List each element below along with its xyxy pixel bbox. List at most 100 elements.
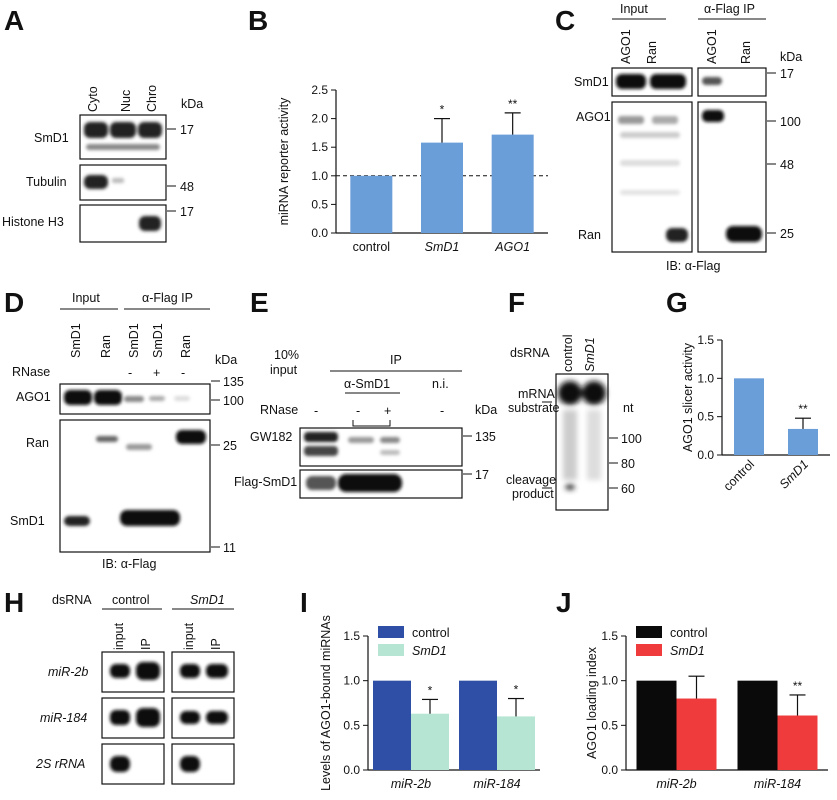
rnase-sign-e: - bbox=[314, 404, 318, 418]
product-label-f: product bbox=[512, 487, 554, 501]
row-label-ran-c: Ran bbox=[578, 228, 601, 242]
row-label-smd1-c: SmD1 bbox=[574, 75, 609, 89]
marker-c: 17 bbox=[780, 67, 794, 81]
legend-label: control bbox=[670, 626, 708, 640]
row-label-flag-smd1-e: Flag-SmD1 bbox=[234, 475, 297, 489]
lane-label-c: Ran bbox=[645, 41, 659, 64]
marker-e: 17 bbox=[475, 468, 489, 482]
lane-label-c: Ran bbox=[739, 41, 753, 64]
marker-d: 100 bbox=[223, 394, 244, 408]
bracket-e bbox=[352, 420, 391, 427]
legend-swatch bbox=[378, 644, 404, 656]
row-label-ago1-c: AGO1 bbox=[576, 110, 611, 124]
panel-letter-d: D bbox=[4, 287, 24, 318]
panel-e: E 10% input IP α-SmD1 n.i. RNase - - + -… bbox=[234, 287, 497, 499]
legend-swatch bbox=[636, 626, 662, 638]
bar bbox=[734, 378, 764, 455]
panel-letter-c: C bbox=[555, 5, 575, 36]
y-tick-label: 0.0 bbox=[697, 448, 714, 462]
substrate-label-f: substrate bbox=[508, 401, 559, 415]
y-axis-label: AGO1 loading index bbox=[585, 646, 599, 759]
marker-d: 25 bbox=[223, 439, 237, 453]
y-tick-label: 0.5 bbox=[343, 718, 360, 732]
row-label-ago1-d: AGO1 bbox=[16, 390, 51, 404]
rnase-sign-d: - bbox=[181, 366, 185, 380]
legend-label: SmD1 bbox=[412, 644, 447, 658]
bands-h bbox=[110, 662, 228, 772]
y-tick-label: 0.0 bbox=[343, 763, 360, 777]
kda-label-a: kDa bbox=[181, 97, 203, 111]
y-axis-label: AGO1 slicer activity bbox=[681, 342, 695, 452]
rnase-sign-d: + bbox=[153, 366, 160, 380]
lane-label-h: IP bbox=[139, 638, 153, 650]
category-label: miR-2b bbox=[391, 777, 431, 791]
lane-label-chro: Chro bbox=[145, 85, 159, 112]
kda-label-d: kDa bbox=[215, 353, 237, 367]
legend-swatch bbox=[378, 626, 404, 638]
lane-label-d: Ran bbox=[99, 335, 113, 358]
lane-label-h: input bbox=[182, 622, 196, 650]
bar bbox=[737, 680, 778, 770]
chart-i: 0.0 0.5 1.0 1.5 Levels of AGO1-bound miRNAs *… bbox=[319, 615, 540, 791]
category-label: SmD1 bbox=[777, 457, 811, 491]
category-label: miR-2b bbox=[656, 777, 696, 791]
input-label-e: 10% bbox=[274, 348, 299, 362]
group-smd1-h: SmD1 bbox=[190, 593, 225, 607]
rnase-label-d: RNase bbox=[12, 365, 50, 379]
input-label-e: input bbox=[270, 363, 298, 377]
lane-label-f: control bbox=[561, 334, 575, 372]
y-tick-label: 2.5 bbox=[311, 83, 328, 97]
panel-d: D Input α-Flag IP SmD1 Ran SmD1 SmD1 Ran… bbox=[4, 287, 244, 571]
panel-b: B 0.0 0.5 1.0 1.5 2.0 2.5 miRNA reporter activ… bbox=[248, 5, 548, 254]
bar bbox=[497, 716, 535, 770]
panel-letter-j: J bbox=[556, 587, 572, 618]
bar bbox=[421, 142, 463, 233]
y-tick-label: 0.5 bbox=[311, 197, 328, 211]
row-label-histone-a: Histone H3 bbox=[2, 215, 64, 229]
y-tick-label: 1.5 bbox=[601, 629, 618, 643]
marker-e: 135 bbox=[475, 430, 496, 444]
row-label-h: miR-184 bbox=[40, 711, 87, 725]
bar bbox=[459, 680, 497, 770]
nt-label-f: nt bbox=[623, 401, 634, 415]
lane-label-h: input bbox=[112, 622, 126, 650]
category-label: miR-184 bbox=[754, 777, 801, 791]
lane-label-h: IP bbox=[209, 638, 223, 650]
bands-f bbox=[558, 381, 606, 490]
rnase-label-e: RNase bbox=[260, 403, 298, 417]
y-tick-label: 0.0 bbox=[601, 763, 618, 777]
group-input-c: Input bbox=[620, 2, 648, 16]
rnase-sign-d: - bbox=[128, 366, 132, 380]
y-tick-label: 0.5 bbox=[601, 718, 618, 732]
category-label: SmD1 bbox=[425, 240, 460, 254]
row-label-h: 2S rRNA bbox=[35, 757, 85, 771]
marker-c: 25 bbox=[780, 227, 794, 241]
ni-label-e: n.i. bbox=[432, 377, 449, 391]
panel-f: F control SmD1 dsRNA mRNA substrate clea… bbox=[506, 287, 642, 511]
y-axis-label: miRNA reporter activity bbox=[277, 97, 291, 226]
marker-a-17b: 17 bbox=[180, 205, 194, 219]
significance-mark: * bbox=[440, 103, 445, 117]
significance-mark: * bbox=[428, 683, 433, 697]
bar bbox=[373, 680, 411, 770]
group-control-h: control bbox=[112, 593, 150, 607]
blot-h bbox=[101, 697, 165, 739]
panel-letter-e: E bbox=[250, 287, 269, 318]
panel-c: C Input α-Flag IP AGO1 Ran AGO1 Ran kDa … bbox=[555, 2, 802, 273]
group-ip-d: α-Flag IP bbox=[142, 291, 193, 305]
row-label-ran-d: Ran bbox=[26, 436, 49, 450]
y-tick-label: 1.0 bbox=[601, 674, 618, 688]
panel-letter-b: B bbox=[248, 5, 268, 36]
rnase-sign-e: + bbox=[384, 404, 391, 418]
lane-label-d: SmD1 bbox=[127, 323, 141, 358]
y-tick-label: 1.5 bbox=[697, 333, 714, 347]
y-tick-label: 2.0 bbox=[311, 112, 328, 126]
bar bbox=[777, 715, 818, 770]
marker-f: 60 bbox=[621, 482, 635, 496]
dsrna-label-h: dsRNA bbox=[52, 593, 92, 607]
kda-label-e: kDa bbox=[475, 403, 497, 417]
significance-mark: ** bbox=[793, 679, 803, 693]
